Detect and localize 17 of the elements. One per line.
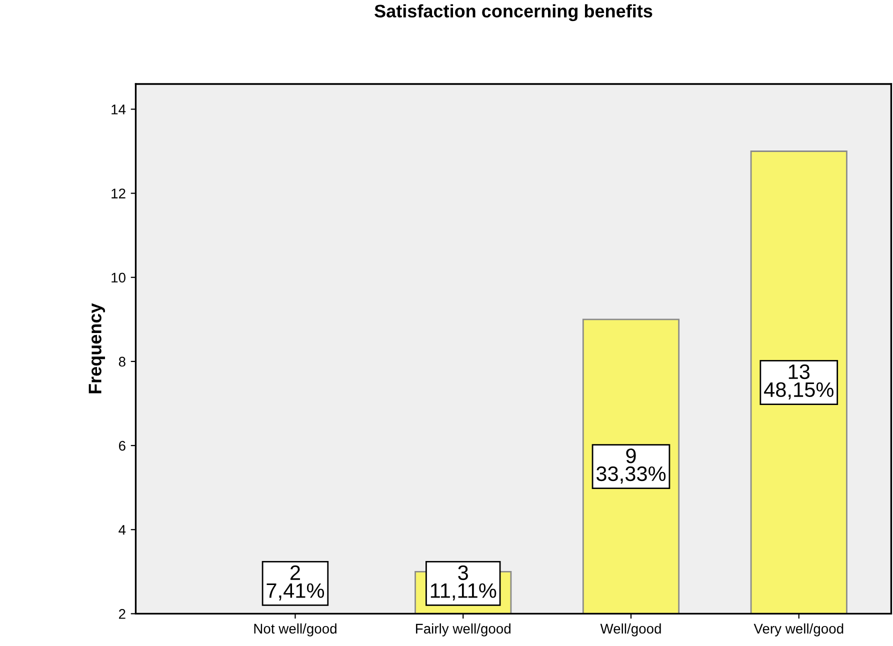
data-label: 3 11,11% bbox=[430, 565, 496, 600]
x-tick-label: Not well/good bbox=[254, 623, 336, 636]
y-tick-label: 2 bbox=[118, 609, 126, 619]
data-label: 2 7,41% bbox=[266, 565, 324, 600]
data-label: 13 48,15% bbox=[764, 364, 834, 400]
y-axis-title: Frequency bbox=[88, 303, 106, 394]
chart-title: Satisfaction concerning benefits bbox=[374, 4, 652, 22]
x-tick-label: Fairly well/good bbox=[416, 623, 510, 636]
y-tick-label: 12 bbox=[112, 188, 126, 198]
y-tick-label: 14 bbox=[112, 104, 126, 114]
x-tick-label: Very well/good bbox=[754, 623, 844, 636]
x-tick-label: Well/good bbox=[600, 623, 661, 636]
y-tick-label: 8 bbox=[118, 356, 126, 367]
y-tick-label: 4 bbox=[118, 525, 126, 535]
data-label: 9 33,33% bbox=[596, 448, 666, 484]
y-tick-label: 6 bbox=[118, 440, 126, 451]
y-tick-label: 10 bbox=[112, 272, 126, 283]
